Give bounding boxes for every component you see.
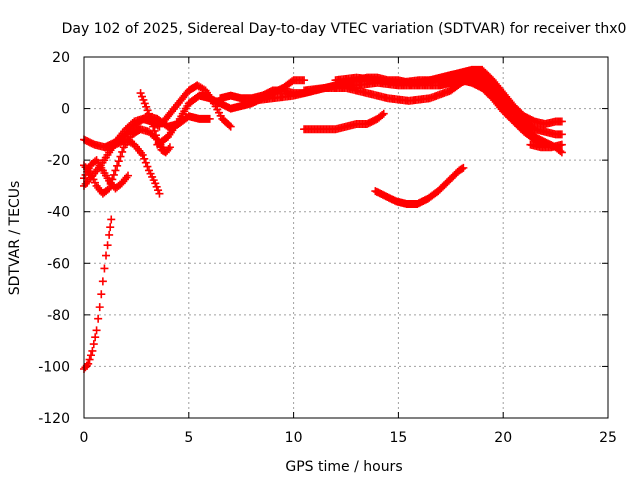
data-point bbox=[98, 277, 107, 286]
data-point bbox=[114, 157, 123, 166]
x-axis-label: GPS time / hours bbox=[285, 459, 402, 475]
data-point bbox=[149, 122, 158, 131]
data-point bbox=[140, 154, 149, 163]
y-tick-label: -40 bbox=[47, 205, 70, 221]
data-series bbox=[80, 156, 133, 193]
x-tick-label: 10 bbox=[285, 430, 303, 446]
y-tick-label: 20 bbox=[52, 50, 70, 66]
data-point bbox=[557, 140, 566, 149]
y-tick-label: -100 bbox=[38, 359, 70, 375]
data-point bbox=[86, 351, 95, 360]
data-point bbox=[95, 303, 104, 312]
data-series bbox=[80, 215, 116, 374]
data-point bbox=[124, 171, 133, 180]
x-tick-labels: 0 5 10 15 20 25 bbox=[80, 430, 617, 446]
data-series bbox=[300, 109, 388, 134]
data-marks bbox=[80, 65, 566, 374]
data-series bbox=[136, 89, 174, 157]
data-point bbox=[141, 158, 150, 167]
data-point bbox=[147, 118, 156, 127]
data-point bbox=[118, 147, 127, 156]
data-point bbox=[97, 290, 106, 299]
data-point bbox=[138, 150, 147, 159]
data-series bbox=[371, 163, 468, 208]
data-point bbox=[557, 130, 566, 139]
data-point bbox=[102, 251, 111, 260]
data-point bbox=[91, 333, 100, 342]
x-tick-label: 25 bbox=[599, 430, 617, 446]
data-point bbox=[165, 143, 174, 152]
data-point bbox=[379, 109, 388, 118]
y-tick-label: -20 bbox=[47, 153, 70, 169]
data-point bbox=[459, 163, 468, 172]
x-tick-label: 15 bbox=[389, 430, 407, 446]
data-point bbox=[378, 111, 387, 120]
data-point bbox=[109, 170, 118, 179]
data-point bbox=[116, 152, 125, 161]
data-point bbox=[106, 223, 115, 232]
data-point bbox=[226, 122, 235, 131]
data-point bbox=[84, 359, 93, 368]
data-point bbox=[85, 355, 94, 364]
data-series bbox=[526, 140, 566, 152]
y-axis-label: SDTVAR / TECUs bbox=[7, 181, 23, 296]
data-point bbox=[144, 109, 153, 118]
data-point bbox=[205, 114, 214, 123]
data-point bbox=[103, 185, 112, 194]
data-point bbox=[92, 326, 101, 335]
y-tick-labels: -120 -100 -80 -60 -40 -20 0 20 bbox=[38, 50, 70, 427]
data-point bbox=[164, 144, 173, 153]
axis-ticks bbox=[83, 56, 609, 419]
data-point bbox=[153, 121, 162, 130]
data-point bbox=[94, 314, 103, 323]
x-tick-label: 20 bbox=[494, 430, 512, 446]
chart-title: Day 102 of 2025, Sidereal Day-to-day VTE… bbox=[62, 21, 627, 37]
x-tick-label: 0 bbox=[80, 430, 89, 446]
data-point bbox=[105, 230, 114, 239]
grid bbox=[84, 57, 608, 418]
x-tick-label: 5 bbox=[184, 430, 193, 446]
data-series bbox=[159, 81, 235, 131]
data-point bbox=[146, 114, 155, 123]
data-point bbox=[300, 76, 309, 85]
data-series bbox=[100, 135, 164, 198]
data-point bbox=[225, 121, 234, 130]
plot-frame bbox=[83, 56, 609, 419]
data-point bbox=[111, 166, 120, 175]
data-point bbox=[151, 131, 160, 140]
y-tick-label: -120 bbox=[38, 411, 70, 427]
y-tick-label: -80 bbox=[47, 308, 70, 324]
data-point bbox=[88, 346, 97, 355]
data-point bbox=[155, 189, 164, 198]
data-point bbox=[557, 117, 566, 126]
data-point bbox=[100, 264, 109, 273]
data-point bbox=[107, 215, 116, 224]
y-tick-label: 0 bbox=[61, 102, 70, 118]
data-point bbox=[89, 340, 98, 349]
y-tick-label: -60 bbox=[47, 256, 70, 272]
data-point bbox=[113, 161, 122, 170]
data-point bbox=[557, 148, 566, 157]
data-point bbox=[457, 164, 466, 173]
data-point bbox=[150, 126, 159, 135]
data-point bbox=[143, 162, 152, 171]
data-point bbox=[103, 241, 112, 250]
